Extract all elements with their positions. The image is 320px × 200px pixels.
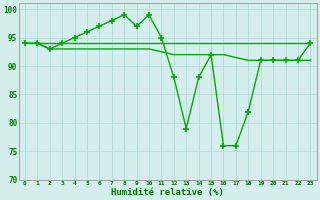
X-axis label: Humidité relative (%): Humidité relative (%) bbox=[111, 188, 224, 197]
